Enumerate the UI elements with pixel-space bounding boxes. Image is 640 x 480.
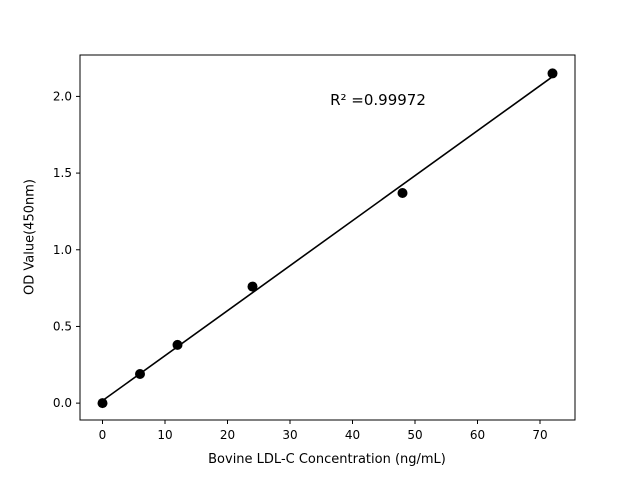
data-point — [172, 339, 183, 350]
y-tick-label: 1.0 — [53, 243, 72, 257]
data-point — [247, 281, 258, 292]
y-axis-label: OD Value(450nm) — [22, 179, 38, 295]
x-tick-label: 40 — [345, 428, 360, 442]
data-point — [135, 368, 145, 379]
y-tick-label: 0.5 — [53, 319, 72, 333]
data-point — [397, 188, 408, 199]
data-point — [547, 68, 558, 79]
y-tick-label: 1.5 — [53, 166, 72, 180]
fit-line — [102, 76, 553, 402]
x-tick-label: 10 — [157, 428, 172, 442]
y-tick-label: 0.0 — [53, 396, 72, 410]
x-tick-label: 50 — [407, 428, 422, 442]
y-tick-label: 2.0 — [53, 89, 72, 103]
plot-border — [79, 54, 576, 421]
x-tick-label: 70 — [532, 428, 547, 442]
x-tick-label: 30 — [282, 428, 297, 442]
x-tick-label: 0 — [99, 428, 107, 442]
x-tick-label: 60 — [470, 428, 485, 442]
x-tick-label: 20 — [220, 428, 235, 442]
x-axis-label: Bovine LDL-C Concentration (ng/mL) — [208, 452, 446, 467]
data-point — [97, 398, 108, 409]
r-squared-annotation: R² =0.99972 — [330, 91, 426, 109]
